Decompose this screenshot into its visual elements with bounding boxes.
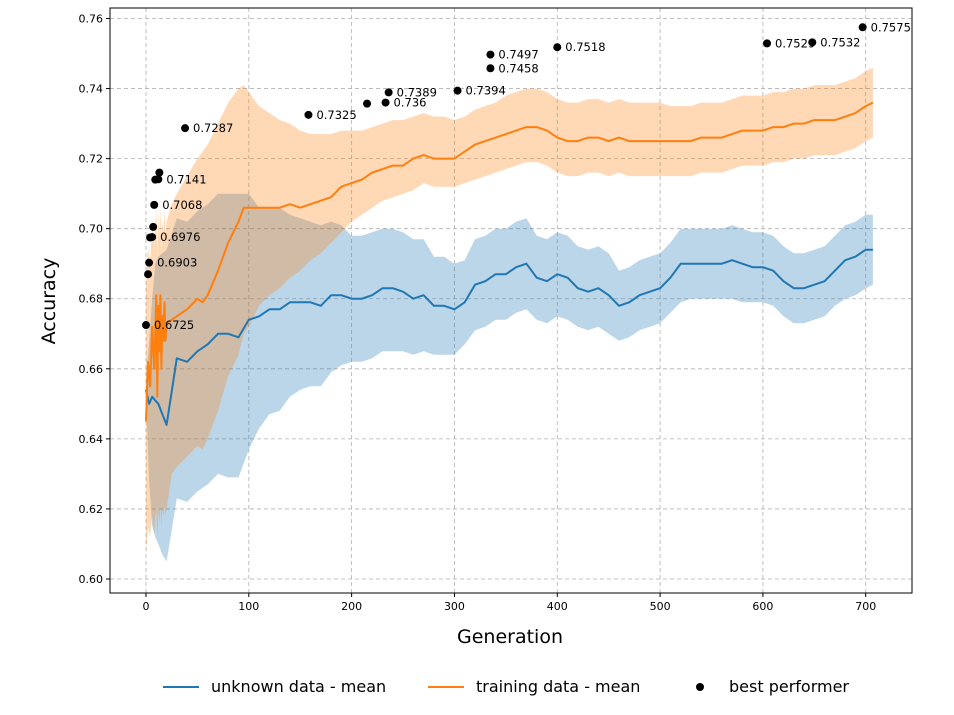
point-label: 0.7458 bbox=[498, 61, 538, 75]
point-label: 0.7497 bbox=[498, 48, 538, 62]
series-lines bbox=[145, 101, 874, 426]
best-performer-point bbox=[181, 124, 190, 133]
best-performer-point bbox=[363, 99, 372, 108]
y-axis-title: Accuracy bbox=[38, 258, 60, 345]
y-tick-label: 0.76 bbox=[79, 13, 104, 26]
y-tick-label: 0.68 bbox=[79, 293, 104, 306]
y-tick-label: 0.62 bbox=[79, 503, 104, 516]
best-performer-point bbox=[141, 321, 150, 330]
point-label: 0.736 bbox=[394, 96, 427, 110]
grid-lines bbox=[110, 8, 912, 593]
std-band bbox=[146, 193, 873, 562]
best-performer-point bbox=[553, 43, 562, 52]
y-tick-label: 0.72 bbox=[79, 153, 104, 166]
best-performer-point bbox=[808, 38, 817, 47]
best-performer-point bbox=[381, 98, 390, 107]
best-performer-point bbox=[763, 39, 772, 48]
point-label: 0.6976 bbox=[160, 230, 200, 244]
best-performer-point bbox=[148, 233, 157, 242]
point-label: 0.7575 bbox=[871, 20, 911, 34]
x-tick-label: 600 bbox=[752, 600, 773, 613]
x-tick-label: 300 bbox=[444, 600, 465, 613]
confidence-bands bbox=[146, 67, 873, 562]
point-label: 0.7529 bbox=[775, 36, 815, 50]
best-performer-points: 0.6725 0.6903 0.6976 0.7068 0.7141 0.7287 0.73… bbox=[141, 20, 911, 332]
best-performer-point bbox=[144, 270, 153, 279]
legend-label: best performer bbox=[729, 677, 849, 696]
x-tick-label: 100 bbox=[238, 600, 259, 613]
plot-frame bbox=[109, 7, 913, 594]
y-tick-label: 0.70 bbox=[79, 223, 104, 236]
point-label: 0.7287 bbox=[193, 121, 233, 135]
x-tick-label: 500 bbox=[650, 600, 671, 613]
best-performer-point bbox=[486, 50, 495, 59]
best-performer-point bbox=[858, 23, 867, 32]
x-axis-title: Generation bbox=[457, 626, 563, 648]
mean-line bbox=[145, 101, 874, 422]
best-performer-point bbox=[145, 258, 154, 267]
best-performer-point bbox=[453, 86, 462, 95]
mean-line bbox=[145, 248, 873, 426]
y-tick-label: 0.64 bbox=[79, 433, 104, 446]
y-tick-label: 0.66 bbox=[79, 363, 104, 376]
point-label: 0.7068 bbox=[162, 198, 202, 212]
point-label: 0.7518 bbox=[565, 40, 605, 54]
point-label: 0.6725 bbox=[154, 318, 194, 332]
std-band bbox=[146, 67, 873, 555]
point-label: 0.7532 bbox=[820, 35, 860, 49]
x-tick-label: 200 bbox=[341, 600, 362, 613]
best-performer-point bbox=[384, 88, 393, 97]
y-tick-label: 0.60 bbox=[79, 573, 104, 586]
point-label: 0.7325 bbox=[316, 108, 356, 122]
point-label: 0.6903 bbox=[157, 256, 197, 270]
best-performer-point bbox=[154, 175, 163, 184]
legend-label: training data - mean bbox=[476, 677, 640, 696]
y-tick-label: 0.74 bbox=[79, 83, 104, 96]
x-tick-label: 700 bbox=[855, 600, 876, 613]
legend-label: unknown data - mean bbox=[211, 677, 386, 696]
x-tick-label: 0 bbox=[142, 600, 149, 613]
legend-marker bbox=[696, 683, 704, 691]
x-tick-label: 400 bbox=[547, 600, 568, 613]
legend: unknown data - mean training data - mean b… bbox=[163, 677, 849, 696]
best-performer-point bbox=[486, 64, 495, 73]
point-label: 0.7394 bbox=[466, 84, 506, 98]
axis-ticks: 0 100 200 300 400 500 600 700 0.60 0.62 0.64 0.66 0.… bbox=[79, 13, 877, 613]
point-label: 0.7141 bbox=[166, 172, 206, 186]
best-performer-point bbox=[150, 200, 159, 209]
best-performer-point bbox=[304, 110, 313, 119]
best-performer-point bbox=[155, 168, 164, 177]
point-label: 0.7389 bbox=[397, 85, 437, 99]
best-performer-point bbox=[149, 222, 158, 231]
